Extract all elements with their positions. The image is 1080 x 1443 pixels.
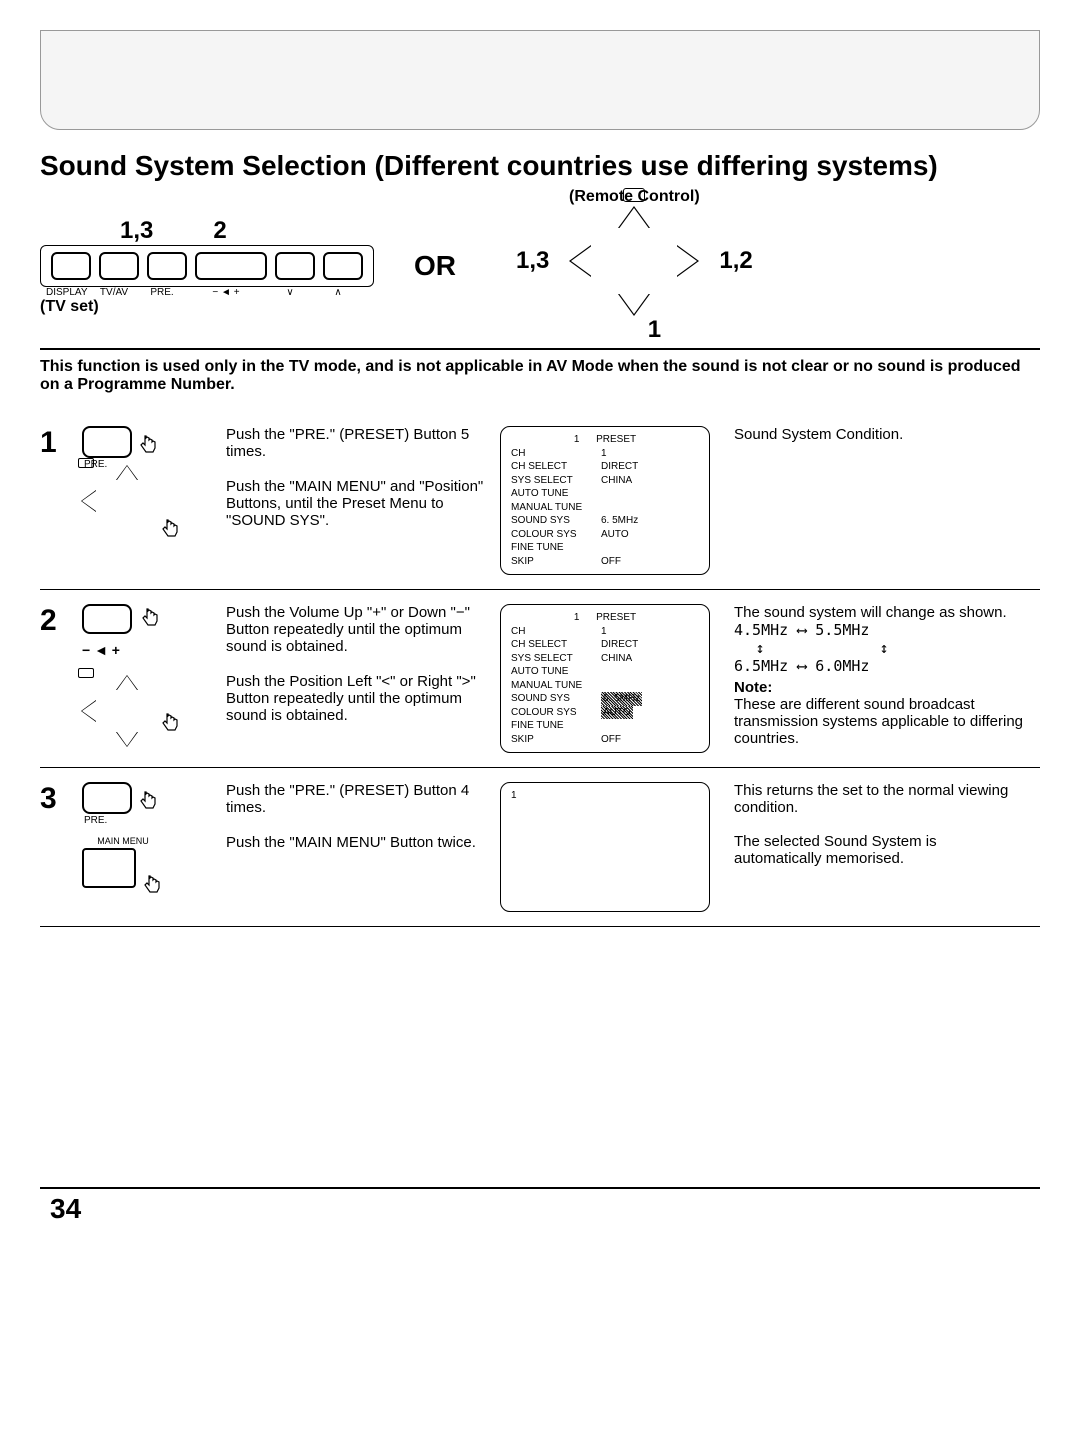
step-3-right-a: This returns the set to the normal viewi… <box>734 782 1024 816</box>
lbl-display: DISPLAY <box>46 287 86 298</box>
pre-button-icon: PRE. <box>82 426 132 458</box>
control-reference-row: 1,3 2 DISPLAY TV/AV PRE. − ◄ + ∨ ∧ (TV s… <box>40 188 1040 350</box>
step-2-note-head: Note: <box>734 679 1024 696</box>
mainmenu-label: MAIN MENU <box>82 836 164 846</box>
tv-volume-rocker <box>195 252 267 280</box>
hand-icon <box>136 434 160 458</box>
lbl-pre: PRE. <box>142 287 182 298</box>
top-banner <box>40 30 1040 130</box>
volume-symbols: − ◄ + <box>82 642 120 658</box>
tv-display-button <box>51 252 91 280</box>
function-note: This function is used only in the TV mod… <box>40 358 1040 394</box>
remote-annot-right: 1,2 <box>719 247 752 275</box>
step-1-right: Sound System Condition. <box>724 426 1024 575</box>
remote-dpad-mini <box>82 466 172 536</box>
step-2-osd: 1 PRESET CH1 CH SELECTDIRECT SYS SELECTC… <box>500 604 710 753</box>
step-2-text-b: Push the Position Left "<" or Right ">" … <box>226 673 486 724</box>
tv-down-button <box>275 252 315 280</box>
remote-dpad-mini <box>82 676 172 746</box>
step-3-right-b: The selected Sound System is automatical… <box>734 833 1024 867</box>
step-2-right-a: The sound system will change as shown. <box>734 604 1024 621</box>
hand-icon <box>140 874 164 898</box>
step-3-text-a: Push the "PRE." (PRESET) Button 4 times. <box>226 782 486 816</box>
tvset-annot-1: 1,3 <box>120 217 153 245</box>
step-1-number: 1 <box>40 426 68 575</box>
sound-cycle-diagram: 4.5MHz ⟷ 5.5MHz ↕ ↕ 6.5MHz ⟷ 6.0MHz <box>734 621 1024 675</box>
or-label: OR <box>414 250 456 282</box>
lbl-down: ∨ <box>270 287 310 298</box>
page-number: 34 <box>50 1193 81 1225</box>
remote-diagram: (Remote Control) 1,3 1,2 1 <box>516 188 753 344</box>
remote-mainmenu-button <box>623 188 645 202</box>
page-footer: 34 <box>40 1187 1040 1225</box>
pre-button-icon: PRE. <box>82 782 132 814</box>
mainmenu-button-icon <box>82 848 136 888</box>
step-3: 3 PRE. MAIN MENU Push the "PRE." (PRESET… <box>40 768 1040 927</box>
lbl-vol: − ◄ + <box>190 287 262 298</box>
tvset-annot-2: 2 <box>213 217 226 245</box>
step-3-text-b: Push the "MAIN MENU" Button twice. <box>226 834 486 851</box>
tvset-caption: (TV set) <box>40 298 374 316</box>
step-1-text-b: Push the "MAIN MENU" and "Position" Butt… <box>226 478 486 529</box>
hand-icon <box>136 790 160 814</box>
tv-pre-button <box>147 252 187 280</box>
step-3-number: 3 <box>40 782 68 912</box>
step-1-text-a: Push the "PRE." (PRESET) Button 5 times. <box>226 426 486 460</box>
tv-tvav-button <box>99 252 139 280</box>
lbl-up: ∧ <box>318 287 358 298</box>
hand-icon <box>138 607 162 631</box>
lbl-tvav: TV/AV <box>94 287 134 298</box>
pre-button-label: PRE. <box>84 815 107 826</box>
step-2-text-a: Push the Volume Up "+" or Down "−" Butto… <box>226 604 486 655</box>
step-1-osd: 1 PRESET CH1 CH SELECTDIRECT SYS SELECTC… <box>500 426 710 575</box>
main-title: Sound System Selection (Different countr… <box>40 150 1040 182</box>
step-2-note-body: These are different sound broadcast tran… <box>734 696 1024 747</box>
volume-button-icon <box>82 604 132 634</box>
step-2: 2 − ◄ + Push the Volume Up "+" or Down "… <box>40 590 1040 768</box>
remote-annot-bottom: 1 <box>648 316 661 344</box>
step-3-osd: 1 <box>500 782 710 912</box>
step-1: 1 PRE. Push the "PRE." (PRESET) Button 5… <box>40 412 1040 590</box>
tv-up-button <box>323 252 363 280</box>
step-2-number: 2 <box>40 604 68 753</box>
tvset-diagram: 1,3 2 DISPLAY TV/AV PRE. − ◄ + ∨ ∧ (TV s… <box>40 217 374 316</box>
remote-annot-top: 1,3 <box>516 247 549 275</box>
